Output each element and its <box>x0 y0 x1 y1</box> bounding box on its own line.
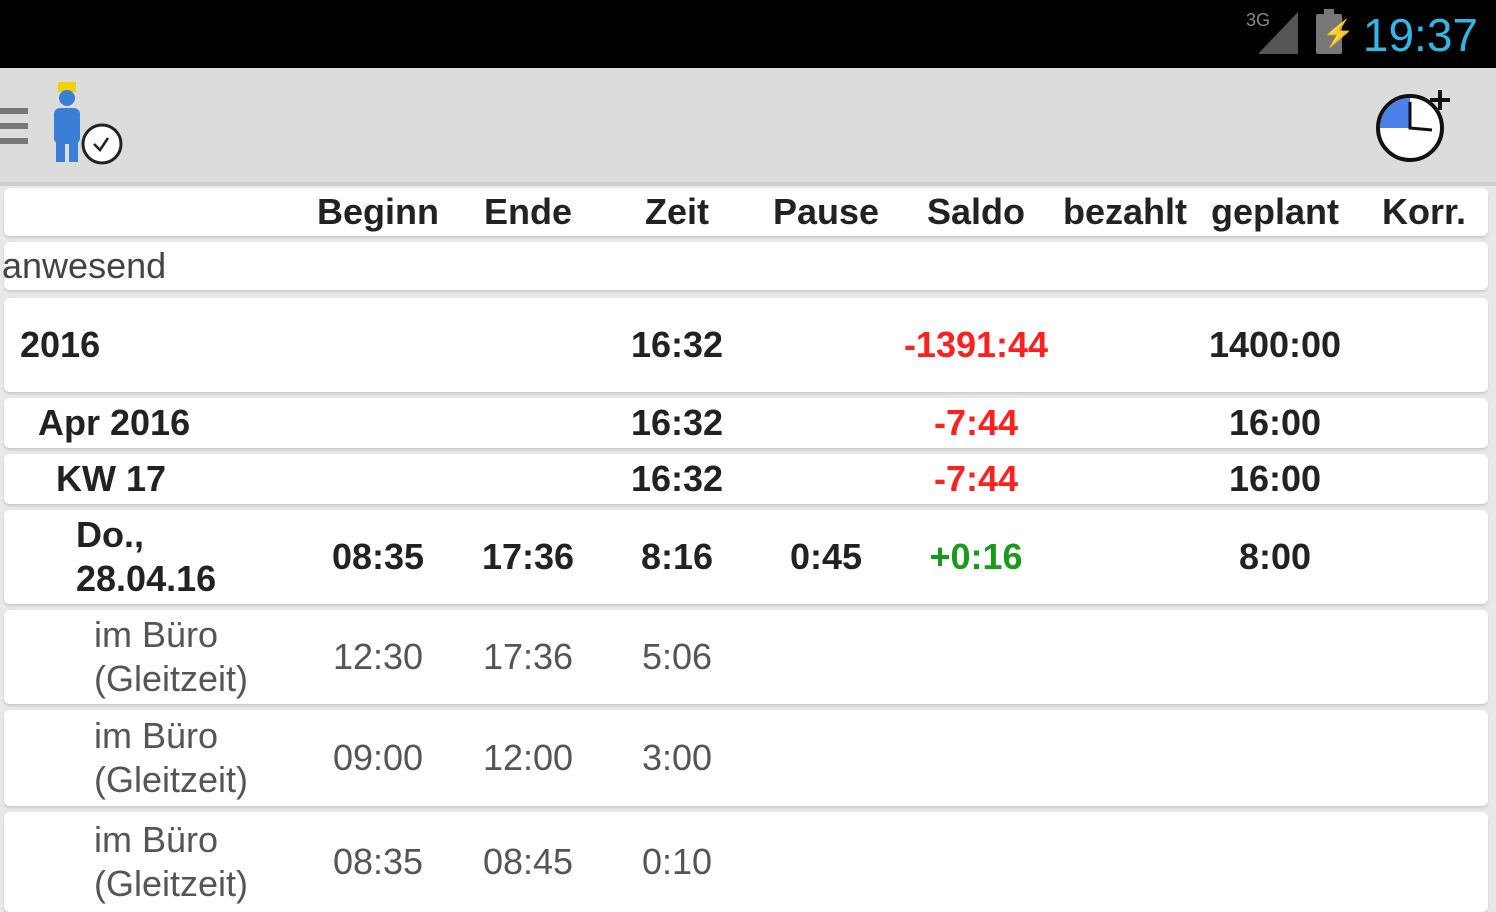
cell-zeit: 16:32 <box>630 458 724 499</box>
row-label: im Büro (Gleitzeit) <box>94 715 249 800</box>
cell-geplant: 16:00 <box>1228 402 1322 443</box>
cell-beginn: 08:35 <box>332 841 424 882</box>
cell-beginn: 08:35 <box>331 536 425 577</box>
column-header-pause: Pause <box>772 191 880 232</box>
cell-saldo <box>901 610 1051 704</box>
section-row: anwesend <box>2 242 1488 290</box>
entry-row[interactable]: im Büro (Gleitzeit) 08:35 08:45 0:10 <box>4 812 1488 912</box>
clock-plus-icon[interactable] <box>1372 86 1464 166</box>
row-label: KW 17 <box>56 458 167 499</box>
cell-beginn <box>303 398 453 448</box>
cell-pause <box>751 710 901 806</box>
cell-ende: 12:00 <box>482 737 574 778</box>
cell-ende: 17:36 <box>481 536 575 577</box>
cell-bezahlt <box>1050 454 1200 504</box>
column-header-saldo: Saldo <box>926 191 1025 232</box>
cell-bezahlt <box>1050 710 1200 806</box>
row-label: im Büro (Gleitzeit) <box>94 819 249 904</box>
cell-korr <box>1349 812 1496 912</box>
cell-geplant: 8:00 <box>1238 536 1312 577</box>
cell-bezahlt <box>1050 298 1200 392</box>
cell-geplant: 1400:00 <box>1208 324 1342 365</box>
status-clock: 19:37 <box>1362 9 1478 61</box>
cell-bezahlt <box>1050 812 1200 912</box>
cell-saldo: -7:44 <box>933 458 1019 499</box>
cell-ende: 08:45 <box>482 841 574 882</box>
cell-saldo <box>901 710 1051 806</box>
column-header-korr: Korr. <box>1381 191 1467 232</box>
battery-charging-icon: ⚡ <box>1316 9 1354 54</box>
row-label: Apr 2016 <box>38 402 191 443</box>
summary-row[interactable]: Do., 28.04.16 08:35 17:36 8:16 0:45 +0:16 8:00 <box>4 510 1488 604</box>
cell-korr <box>1349 710 1496 806</box>
cell-zeit: 3:00 <box>641 737 713 778</box>
cell-zeit: 0:10 <box>641 841 713 882</box>
summary-row[interactable]: KW 17 16:32 -7:44 16:00 <box>4 454 1488 504</box>
cell-beginn <box>303 298 453 392</box>
section-label: anwesend <box>2 245 167 286</box>
status-bar: 3G ⚡ 19:37 <box>0 0 1496 68</box>
cell-korr <box>1349 610 1496 704</box>
cell-zeit: 16:32 <box>630 402 724 443</box>
entry-row[interactable]: im Büro (Gleitzeit) 09:00 12:00 3:00 <box>4 710 1488 806</box>
column-header-geplant: geplant <box>1210 191 1339 232</box>
cell-geplant <box>1200 812 1350 912</box>
cell-ende <box>453 298 603 392</box>
row-label: Do., 28.04.16 <box>76 514 217 599</box>
table-header: Beginn Ende Zeit Pause Saldo bezahlt gep… <box>4 188 1488 236</box>
cell-korr <box>1349 454 1496 504</box>
cell-pause: 0:45 <box>789 536 863 577</box>
row-label: im Büro (Gleitzeit) <box>94 614 249 699</box>
signal-icon <box>1258 12 1298 54</box>
cell-saldo: -1391:44 <box>903 324 1049 365</box>
cell-korr <box>1349 510 1496 604</box>
column-header-ende: Ende <box>483 191 572 232</box>
cell-ende <box>453 454 603 504</box>
cell-korr <box>1349 298 1496 392</box>
column-header-zeit: Zeit <box>644 191 709 232</box>
cell-pause <box>751 812 901 912</box>
cell-beginn <box>303 454 453 504</box>
cell-ende: 17:36 <box>482 636 574 677</box>
row-label: 2016 <box>20 324 101 365</box>
cell-pause <box>751 610 901 704</box>
cell-beginn: 12:30 <box>332 636 424 677</box>
cell-zeit: 16:32 <box>630 324 724 365</box>
cell-bezahlt <box>1050 610 1200 704</box>
cell-bezahlt <box>1050 398 1200 448</box>
worker-clock-icon[interactable] <box>42 80 128 170</box>
column-header-bezahlt: bezahlt <box>1062 191 1187 232</box>
cell-korr <box>1349 398 1496 448</box>
cell-geplant: 16:00 <box>1228 458 1322 499</box>
cell-bezahlt <box>1050 510 1200 604</box>
action-bar <box>0 68 1496 186</box>
summary-row[interactable]: Apr 2016 16:32 -7:44 16:00 <box>4 398 1488 448</box>
cell-ende <box>453 398 603 448</box>
cell-saldo: +0:16 <box>929 536 1023 577</box>
cell-geplant <box>1200 710 1350 806</box>
column-header-beginn: Beginn <box>317 191 439 232</box>
cell-zeit: 5:06 <box>641 636 713 677</box>
cell-pause <box>751 454 901 504</box>
cell-saldo: -7:44 <box>933 402 1019 443</box>
summary-row[interactable]: 2016 16:32 -1391:44 1400:00 <box>4 298 1488 392</box>
cell-geplant <box>1200 610 1350 704</box>
cell-zeit: 8:16 <box>640 536 714 577</box>
cell-pause <box>751 398 901 448</box>
hamburger-icon[interactable] <box>0 108 28 153</box>
entry-row[interactable]: im Büro (Gleitzeit) 12:30 17:36 5:06 <box>4 610 1488 704</box>
cell-beginn: 09:00 <box>332 737 424 778</box>
cell-saldo <box>901 812 1051 912</box>
cell-pause <box>751 298 901 392</box>
